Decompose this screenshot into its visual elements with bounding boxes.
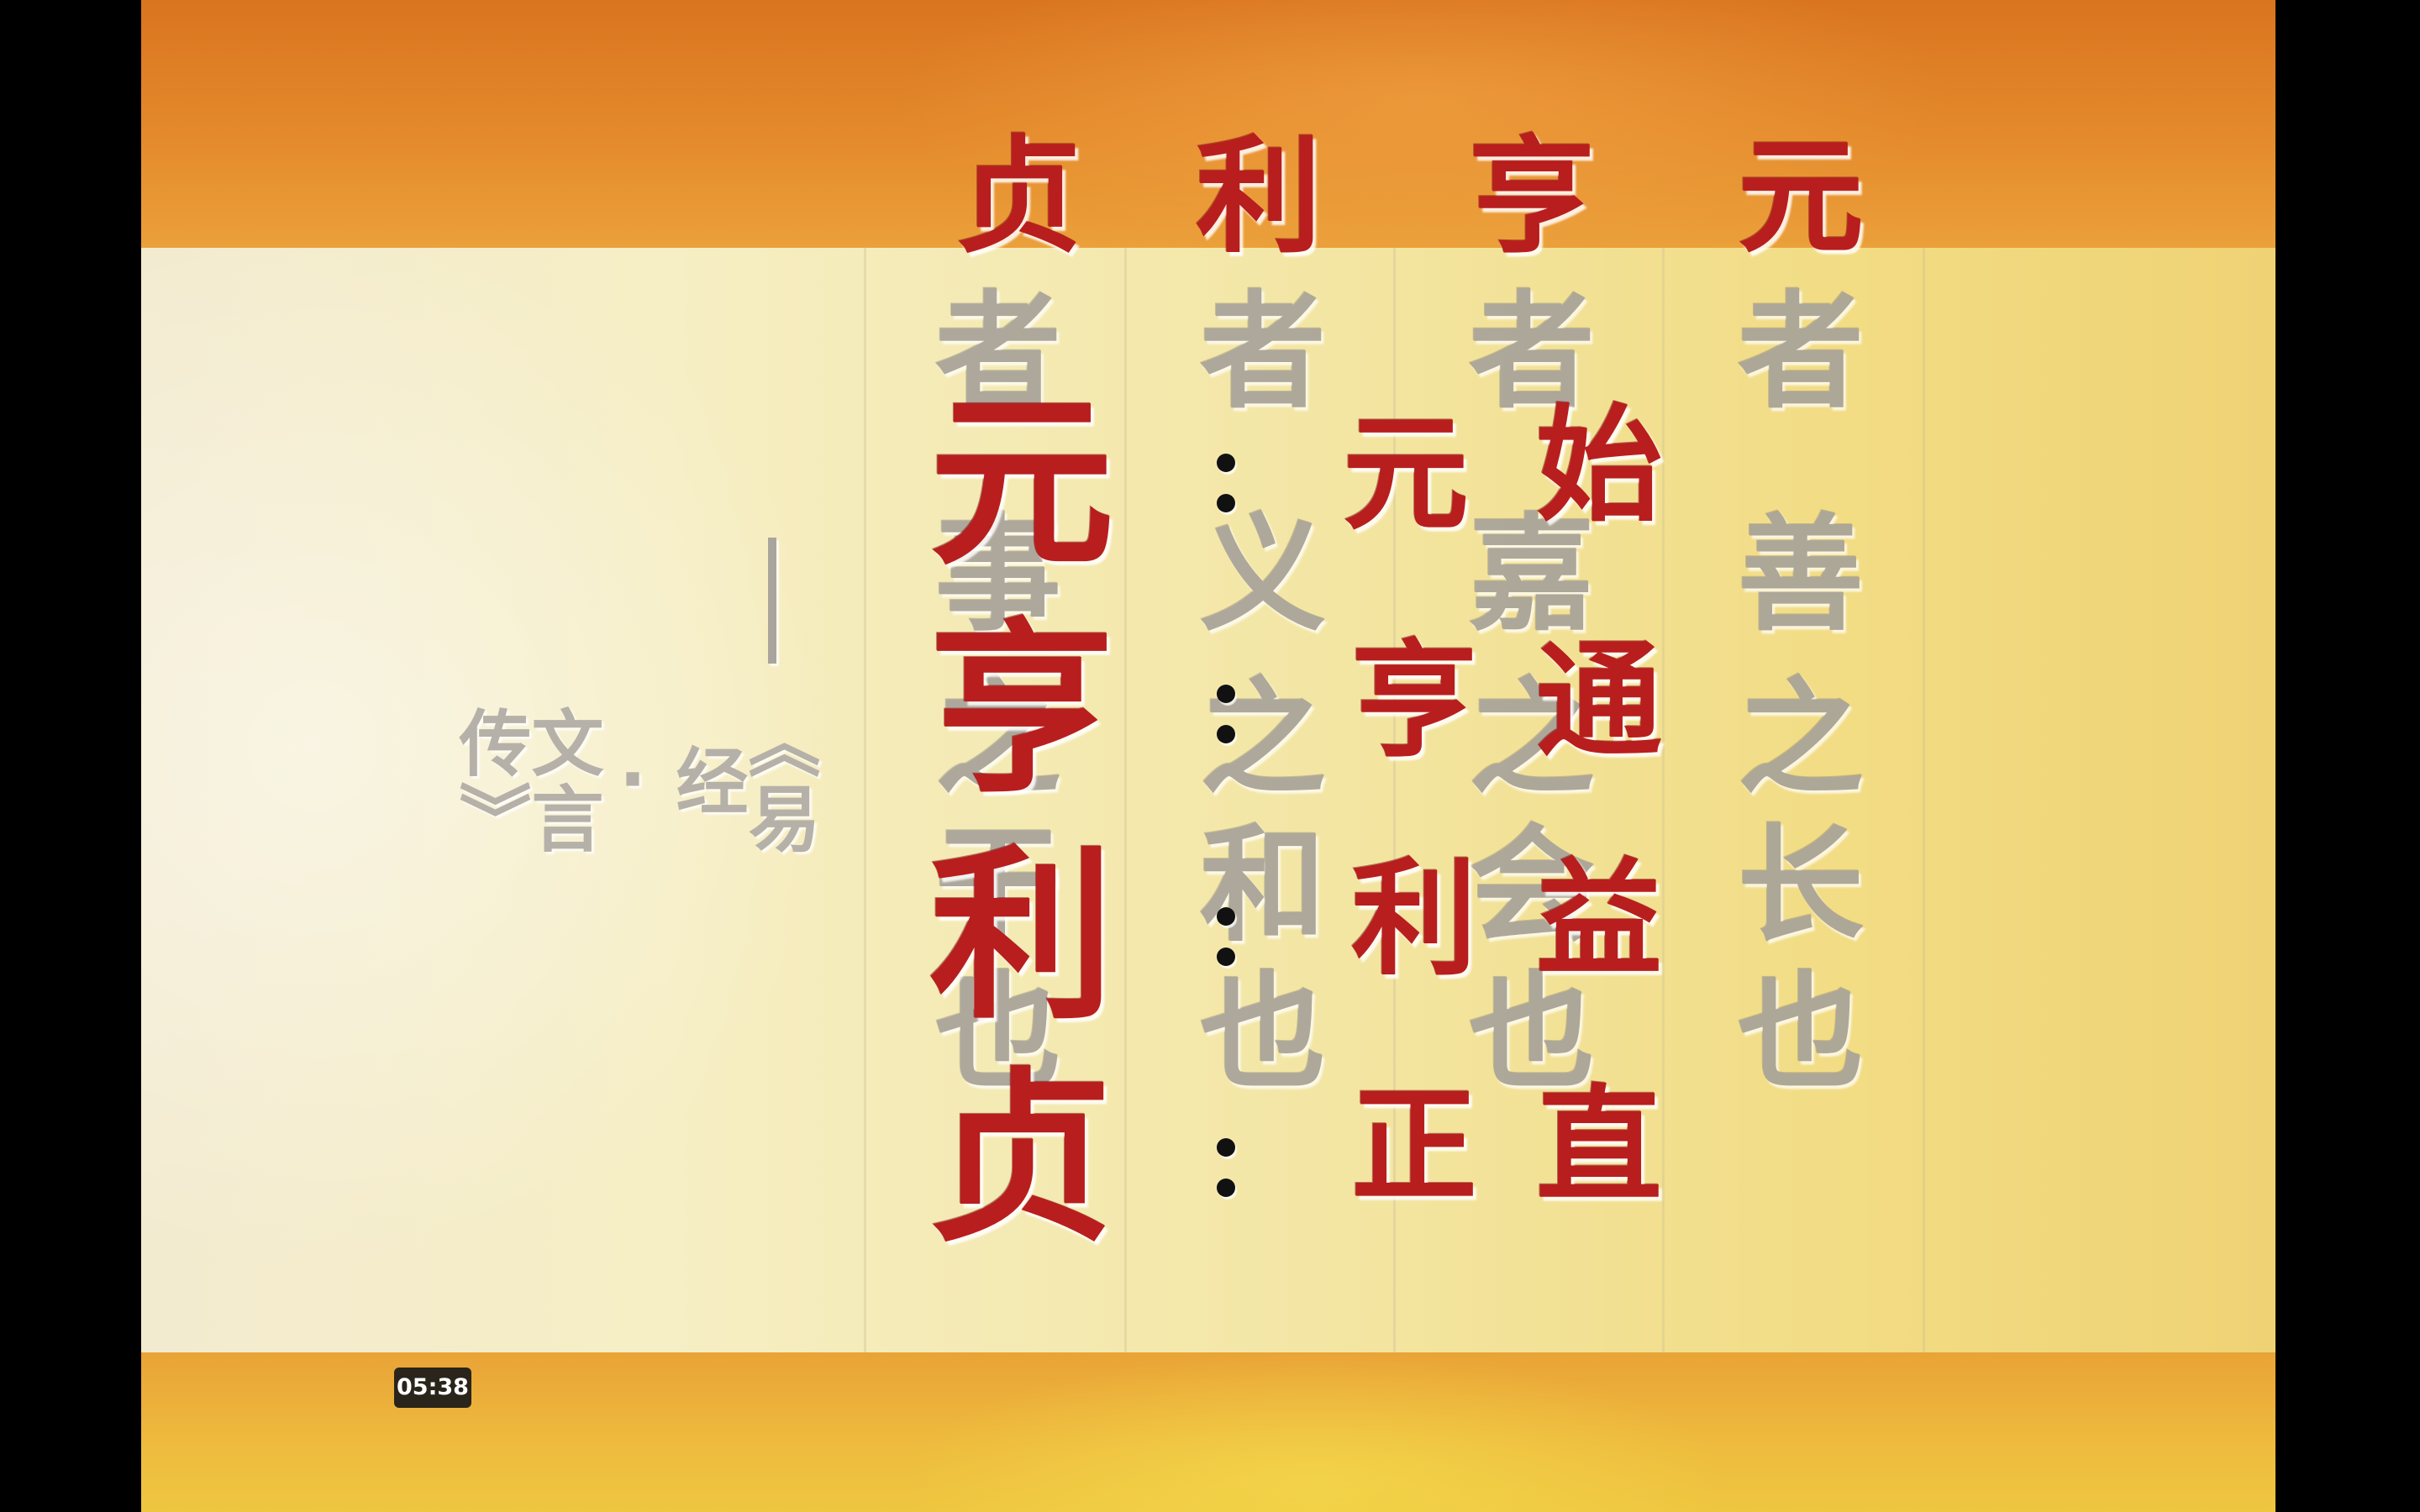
definition-meaning: 元 [1343,402,1470,548]
definition-meaning: 直 [1536,1074,1663,1220]
definition-meaning: 益 [1536,847,1663,993]
source-title: 《易经·文言传》 [446,706,819,857]
colon-mark [1217,907,1235,966]
definition-term: 元 [929,375,1115,591]
gray-char: 者 [1738,280,1865,426]
gray-char: 者 [1200,280,1327,426]
column-rule [1124,248,1127,1352]
gray-char: 会 [1469,813,1596,959]
gray-char: 长 [1738,813,1865,959]
definition-term: 利 [929,829,1115,1044]
gray-char: 也 [1469,960,1596,1106]
column-rule [1393,248,1396,1352]
source-dash [768,538,776,664]
colon-mark [1217,685,1235,743]
definition-meaning: 通 [1536,628,1663,774]
gray-char: 事 [935,502,1062,648]
definition-meaning: 利 [1351,847,1478,993]
gray-char: 也 [1200,960,1327,1106]
gray-char: 也 [935,960,1062,1106]
column-rule [1662,248,1665,1352]
video-timestamp: 05:38 [394,1368,471,1408]
colon-mark [1217,454,1235,512]
gray-char: 之 [1738,666,1865,812]
definition-meaning: 始 [1536,393,1663,539]
top-orange-band [141,0,2275,248]
gray-char: 嘉 [1469,502,1596,648]
gray-char: 义 [1200,502,1327,648]
gray-char: 者 [1469,280,1596,426]
gray-char: 也 [1738,960,1865,1106]
definition-meaning: 正 [1351,1074,1478,1220]
gray-char: 之 [935,666,1062,812]
definition-term: 亨 [929,602,1115,817]
gray-char: 干 [935,813,1062,959]
header-char-li: 利 [1196,124,1323,270]
header-char-zhen: 贞 [956,124,1083,270]
header-char-yuan: 元 [1738,124,1865,270]
paper-scroll-background [141,248,2275,1352]
gray-char: 之 [1469,666,1596,812]
column-rule [1923,248,1925,1352]
colon-mark [1217,1138,1235,1197]
header-char-heng: 亨 [1469,124,1596,270]
column-rule [864,248,866,1352]
gray-char: 和 [1200,813,1327,959]
gray-char: 善 [1738,502,1865,648]
definition-meaning: 亨 [1351,628,1478,774]
video-slide[interactable]: 者 善 之 长 也 者 嘉 之 会 也 者 义 之 和 也 者 事 之 干 也 [141,0,2275,1512]
definition-term: 贞 [929,1052,1115,1267]
gray-char: 者 [935,280,1062,426]
bottom-orange-band [141,1352,2275,1512]
